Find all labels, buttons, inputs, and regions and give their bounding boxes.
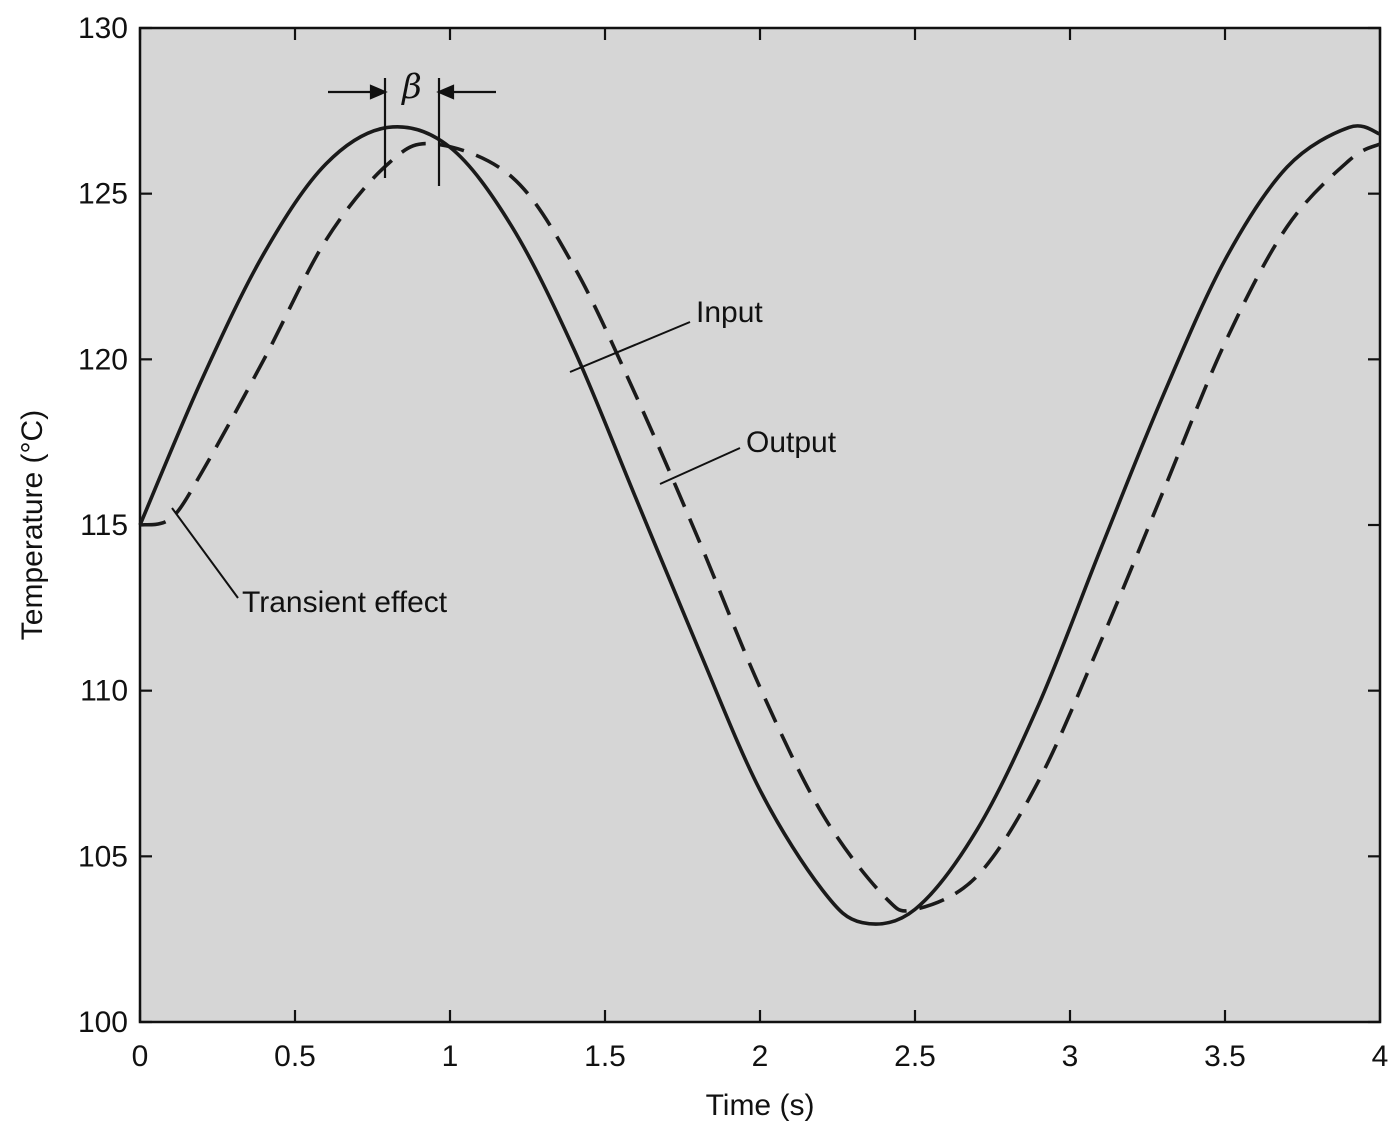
phase-shift-marker xyxy=(328,78,496,186)
y-axis-label: Temperature (°C) xyxy=(16,410,49,640)
x-tick-label: 3 xyxy=(1062,1040,1079,1073)
y-tick-label: 130 xyxy=(78,12,128,45)
input-annotation: Input xyxy=(696,296,763,329)
beta-label: β xyxy=(400,67,422,107)
y-tick-label: 110 xyxy=(80,675,128,708)
x-tick-label: 1 xyxy=(442,1040,459,1073)
x-tick-label: 0.5 xyxy=(274,1040,316,1073)
y-tick-label: 100 xyxy=(78,1006,128,1039)
y-tick-label: 115 xyxy=(80,509,128,542)
x-tick-label: 0 xyxy=(132,1040,149,1073)
output-leader-line xyxy=(659,447,741,485)
x-axis: 0 0.5 1 1.5 2 2.5 3 3.5 4 xyxy=(132,28,1389,1073)
transient-leader-line xyxy=(171,507,239,599)
series-group xyxy=(138,124,1381,926)
x-tick-label: 2.5 xyxy=(894,1040,936,1073)
series-line-input xyxy=(138,124,1381,926)
x-tick-label: 3.5 xyxy=(1204,1040,1246,1073)
beta-left-arrowhead xyxy=(369,84,388,100)
output-annotation: Output xyxy=(746,426,837,459)
x-tick-label: 1.5 xyxy=(584,1040,626,1073)
y-tick-label: 125 xyxy=(78,178,128,211)
x-tick-label: 4 xyxy=(1372,1040,1389,1073)
input-leader-line xyxy=(569,321,691,373)
x-axis-label: Time (s) xyxy=(706,1089,815,1122)
plot-area-background xyxy=(138,26,1382,1024)
y-tick-label: 105 xyxy=(78,840,128,873)
y-axis: 100 105 110 115 120 125 130 xyxy=(78,12,1380,1039)
transient-annotation: Transient effect xyxy=(242,586,448,619)
beta-right-arrowhead xyxy=(436,84,455,100)
x-tick-label: 2 xyxy=(752,1040,769,1073)
y-tick-label: 120 xyxy=(78,343,128,376)
